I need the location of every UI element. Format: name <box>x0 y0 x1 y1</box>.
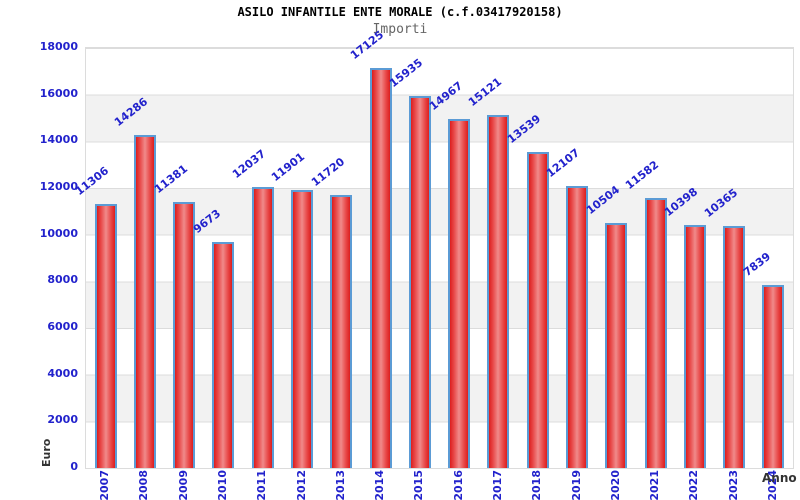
bar-slot: 10365 <box>701 48 754 468</box>
bar-2022[interactable] <box>683 225 706 468</box>
y-tick-label: 18000 <box>39 40 78 53</box>
bar-2008[interactable] <box>133 134 156 468</box>
bar-2024[interactable] <box>762 285 785 468</box>
bar-slot: 14967 <box>427 48 479 468</box>
x-axis-title: Anno <box>762 471 797 485</box>
bar-slot: 11306 <box>73 48 125 468</box>
bar-2015[interactable] <box>408 96 431 468</box>
bar-2009[interactable] <box>173 202 196 468</box>
x-tick-label: 2009 <box>176 470 190 500</box>
x-tick-label: 2018 <box>530 470 544 500</box>
y-tick-label: 6000 <box>47 320 78 333</box>
x-tick-label: 2017 <box>490 470 504 500</box>
y-tick-label: 14000 <box>39 133 78 147</box>
bar-2021[interactable] <box>644 197 667 468</box>
x-tick-label: 2012 <box>294 470 308 500</box>
x-tick-slot: 2020 <box>596 470 635 500</box>
x-tick-slot: 2019 <box>556 470 595 500</box>
bar-slot: 15935 <box>387 48 439 468</box>
x-tick-slot: 2011 <box>242 470 281 500</box>
y-axis: 18000 16000 14000 12000 10000 8000 6000 4000 200… <box>0 40 78 473</box>
x-tick-label: 2007 <box>98 470 112 500</box>
bar-2016[interactable] <box>448 118 471 468</box>
x-tick-slot: 2009 <box>164 470 203 500</box>
y-tick-label: 16000 <box>39 86 78 100</box>
x-tick-slot: 2010 <box>203 470 242 500</box>
x-tick-slot: 2023 <box>714 470 753 500</box>
bar-value-label: 11306 <box>72 164 112 199</box>
bar-slot: 17125 <box>348 29 400 468</box>
plot-area: 11306 14286 11381 9673 12037 11901 11720 17125 1… <box>73 29 794 469</box>
bar-2017[interactable] <box>487 115 510 468</box>
x-tick-label: 2013 <box>333 470 347 500</box>
bar-2010[interactable] <box>212 242 235 468</box>
bar-slot: 12037 <box>230 48 282 468</box>
x-tick-slot: 2017 <box>478 470 517 500</box>
y-tick-label: 0 <box>70 460 78 473</box>
x-tick-label: 2023 <box>726 470 740 500</box>
x-axis: 2007 2008 2009 2010 2011 2012 2013 2014 2015 2016… <box>85 470 792 500</box>
bar-slot: 15121 <box>466 48 518 468</box>
y-tick-label: 10000 <box>39 226 78 240</box>
bar-2011[interactable] <box>251 187 274 468</box>
x-tick-label: 2015 <box>412 470 426 500</box>
x-tick-slot: 2016 <box>439 470 478 500</box>
chart-title: ASILO INFANTILE ENTE MORALE (c.f.0341792… <box>237 5 563 19</box>
x-tick-slot: 2008 <box>124 470 163 500</box>
bar-slot: 11901 <box>269 48 321 468</box>
bar-slot: 12107 <box>544 48 596 468</box>
x-tick-slot: 2021 <box>635 470 674 500</box>
bar-slot: 13539 <box>505 48 557 468</box>
bar-slot: 10504 <box>584 48 636 468</box>
x-tick-slot: 2012 <box>281 470 320 500</box>
bar-2019[interactable] <box>566 185 589 468</box>
bar-2023[interactable] <box>723 226 746 468</box>
bar-2013[interactable] <box>330 194 353 468</box>
bar-slot: 14286 <box>112 48 164 468</box>
bar-slot: 7839 <box>741 48 793 468</box>
x-tick-label: 2022 <box>687 470 701 500</box>
bar-2012[interactable] <box>291 190 314 468</box>
y-tick-label: 4000 <box>47 366 78 380</box>
bar-2020[interactable] <box>605 222 628 468</box>
x-tick-slot: 2007 <box>85 470 124 500</box>
bar-slot: 9673 <box>191 48 243 468</box>
y-tick-label: 2000 <box>47 413 78 427</box>
x-tick-label: 2011 <box>255 470 269 500</box>
x-tick-slot: 2013 <box>321 470 360 500</box>
bar-slot: 11720 <box>309 48 361 468</box>
x-tick-label: 2021 <box>648 470 662 500</box>
x-tick-slot: 2014 <box>360 470 399 500</box>
x-tick-label: 2019 <box>569 470 583 500</box>
x-tick-slot: 2015 <box>399 470 438 500</box>
x-tick-label: 2020 <box>608 470 622 500</box>
y-tick-label: 8000 <box>47 273 78 287</box>
x-tick-label: 2016 <box>451 470 465 500</box>
x-tick-slot: 2022 <box>674 470 713 500</box>
x-tick-label: 2010 <box>215 470 229 500</box>
x-tick-label: 2008 <box>137 470 151 500</box>
bar-slot: 11381 <box>152 48 204 468</box>
bar-slot: 11582 <box>623 48 675 468</box>
bar-2014[interactable] <box>369 68 392 468</box>
bar-2018[interactable] <box>526 152 549 468</box>
y-tick-label: 12000 <box>39 180 78 193</box>
bar-2007[interactable] <box>94 204 117 468</box>
bar-slot: 10398 <box>662 48 714 468</box>
chart-subtitle: Importi <box>372 22 428 37</box>
x-tick-slot: 2018 <box>517 470 556 500</box>
x-tick-label: 2014 <box>373 470 387 500</box>
bars-row: 11306 14286 11381 9673 12037 11901 11720 17125 1… <box>73 29 793 468</box>
